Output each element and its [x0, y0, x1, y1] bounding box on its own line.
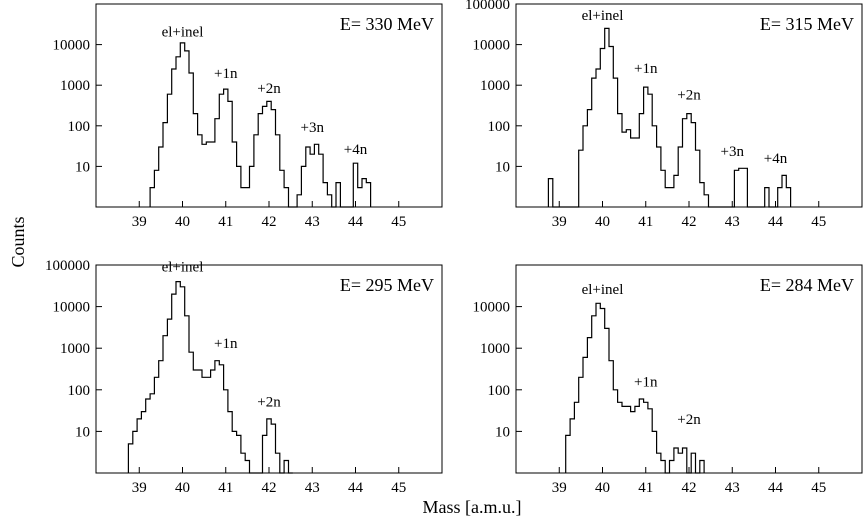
y-axis-label: Counts	[8, 216, 28, 267]
x-tick-label: 39	[132, 480, 147, 496]
y-tick-label: 1000	[480, 78, 510, 94]
y-tick-label: 100	[68, 383, 91, 399]
histogram-panel-3: 39 40 41 42 43 44 45 10 100 1000 10000 100000 el+ine…	[45, 258, 443, 496]
x-tick-label: 44	[768, 214, 784, 230]
x-tick-label: 40	[175, 480, 190, 496]
x-tick-label: 40	[175, 214, 190, 230]
y-tick-label: 1000	[60, 78, 90, 94]
x-tick-label: 41	[638, 480, 653, 496]
peak-annotation: +4n	[344, 142, 368, 158]
y-tick-label: 10	[495, 159, 510, 175]
peak-annotation: el+inel	[162, 259, 204, 275]
panel-title: E= 295 MeV	[340, 275, 434, 295]
peak-annotation: el+inel	[582, 282, 624, 298]
x-tick-label: 42	[262, 480, 277, 496]
histogram-panel-2: 39 40 41 42 43 44 45 10 100 1000 10000 100000 el+ine…	[465, 0, 863, 230]
peak-annotation: el+inel	[162, 24, 204, 40]
y-tick-label: 10	[75, 424, 90, 440]
y-tick-label: 100000	[45, 258, 90, 274]
y-tick-label: 100	[488, 119, 511, 135]
x-tick-label: 39	[552, 480, 567, 496]
x-tick-label: 44	[348, 480, 364, 496]
x-tick-label: 44	[348, 214, 364, 230]
x-tick-label: 43	[305, 480, 320, 496]
x-tick-label: 42	[262, 214, 277, 230]
x-tick-label: 42	[682, 214, 697, 230]
x-tick-label: 41	[638, 214, 653, 230]
x-tick-label: 42	[682, 480, 697, 496]
x-tick-label: 43	[305, 214, 320, 230]
plot-frame	[95, 264, 443, 474]
x-tick-label: 40	[595, 480, 610, 496]
peak-annotation: +2n	[677, 412, 701, 428]
x-tick-label: 43	[725, 214, 740, 230]
y-tick-label: 100000	[465, 0, 510, 13]
panel-title: E= 315 MeV	[760, 14, 854, 34]
peak-annotation: +2n	[677, 87, 701, 103]
plot-frame	[95, 3, 443, 208]
x-tick-label: 44	[768, 480, 784, 496]
y-tick-label: 10	[75, 159, 90, 175]
histogram-series	[127, 281, 293, 474]
y-tick-label: 100	[68, 119, 91, 135]
y-tick-label: 10	[495, 424, 510, 440]
panel-title: E= 284 MeV	[760, 275, 854, 295]
histogram-series	[149, 42, 372, 208]
x-tick-label: 45	[391, 480, 406, 496]
y-tick-label: 100	[488, 383, 511, 399]
peak-annotation: +3n	[301, 120, 325, 136]
x-tick-label: 45	[811, 214, 826, 230]
x-tick-label: 43	[725, 480, 740, 496]
y-tick-label: 1000	[60, 341, 90, 357]
histogram-panel-4: 39 40 41 42 43 44 45 10 100 1000 10000 el+inel +1n +2…	[473, 264, 863, 496]
peak-annotation: +1n	[214, 336, 238, 352]
x-tick-label: 39	[552, 214, 567, 230]
y-tick-label: 10000	[473, 38, 511, 54]
x-tick-label: 41	[218, 480, 233, 496]
peak-annotation: +1n	[634, 61, 658, 77]
x-tick-label: 40	[595, 214, 610, 230]
x-tick-label: 41	[218, 214, 233, 230]
peak-annotation: +3n	[721, 144, 745, 160]
plot-frame	[515, 3, 863, 208]
y-tick-label: 1000	[480, 341, 510, 357]
peak-annotation: +1n	[634, 375, 658, 391]
x-tick-label: 45	[811, 480, 826, 496]
histogram-series	[547, 27, 792, 208]
peak-annotation: +2n	[257, 394, 281, 410]
y-tick-label: 10000	[53, 300, 91, 316]
peak-annotation: +2n	[257, 81, 281, 97]
x-tick-label: 45	[391, 214, 406, 230]
x-tick-label: 39	[132, 214, 147, 230]
x-axis-label: Mass [a.m.u.]	[423, 497, 522, 517]
panel-title: E= 330 MeV	[340, 14, 434, 34]
peak-annotation: +1n	[214, 66, 238, 82]
y-tick-label: 10000	[53, 38, 91, 54]
histogram-series	[565, 302, 705, 474]
peak-annotation: el+inel	[582, 8, 624, 24]
histogram-panel-1: 39 40 41 42 43 44 45 10 100 1000 10000 el+inel +1n +2…	[53, 3, 443, 230]
plot-frame	[515, 264, 863, 474]
y-tick-label: 10000	[473, 300, 511, 316]
peak-annotation: +4n	[764, 151, 788, 167]
